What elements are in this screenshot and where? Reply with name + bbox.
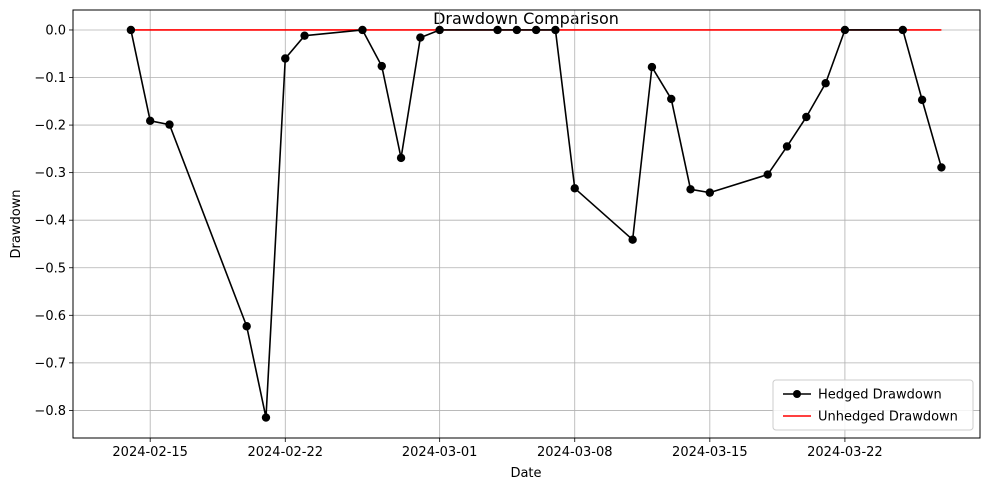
hedged-drawdown-point bbox=[782, 142, 792, 151]
hedged-drawdown-point bbox=[628, 235, 637, 244]
hedged-drawdown-point bbox=[667, 94, 676, 104]
hedged-drawdown-point bbox=[242, 322, 251, 331]
y-axis-label: Drawdown bbox=[9, 189, 24, 258]
legend-box bbox=[772, 379, 974, 431]
hedged-drawdown-point bbox=[281, 54, 290, 63]
y-tick-label: 0.0 bbox=[45, 23, 66, 38]
hedged-drawdown-point bbox=[821, 79, 830, 88]
legend-hedged-label: Hedged Drawdown bbox=[818, 388, 942, 403]
hedged-drawdown-point bbox=[377, 61, 386, 71]
plot-frame bbox=[72, 9, 981, 439]
x-tick-label: 2024-03-08 bbox=[537, 445, 613, 460]
hedged-drawdown-point bbox=[686, 185, 695, 194]
x-axis-label: Date bbox=[510, 466, 541, 481]
hedged-drawdown-point bbox=[300, 31, 309, 40]
y-tick-label: −0.8 bbox=[34, 404, 66, 419]
hedged-drawdown-point bbox=[802, 112, 811, 122]
y-tick-label: −0.5 bbox=[34, 261, 66, 276]
hedged-drawdown-line bbox=[130, 29, 943, 419]
hedged-drawdown-point bbox=[840, 25, 850, 35]
hedged-drawdown-point bbox=[937, 163, 946, 172]
hedged-drawdown-point bbox=[145, 116, 155, 126]
hedged-drawdown-point bbox=[416, 33, 425, 42]
axis-ticks: 2024-02-15 2024-02-22 2024-03-01 2024-03-08… bbox=[34, 23, 882, 460]
hedged-drawdown-point bbox=[165, 120, 174, 129]
y-tick-label: −0.2 bbox=[34, 119, 66, 134]
hedged-drawdown-point bbox=[358, 25, 367, 35]
hedged-drawdown-point bbox=[396, 153, 406, 163]
hedged-drawdown-point bbox=[551, 25, 560, 35]
hedged-drawdown-point bbox=[126, 25, 136, 35]
series-layer bbox=[126, 25, 946, 422]
hedged-drawdown-point bbox=[705, 188, 715, 197]
legend: Hedged Drawdown Unhedged Drawdown bbox=[772, 379, 974, 431]
hedged-drawdown-point bbox=[512, 25, 522, 35]
hedged-drawdown-point bbox=[898, 25, 908, 35]
chart-title: Drawdown Comparison bbox=[433, 9, 619, 28]
legend-hedged-swatch-marker bbox=[793, 390, 801, 398]
y-tick-label: −0.4 bbox=[34, 214, 66, 229]
y-tick-label: −0.7 bbox=[34, 356, 66, 371]
hedged-drawdown-point bbox=[917, 95, 927, 105]
hedged-drawdown-point bbox=[261, 413, 271, 422]
x-tick-label: 2024-03-01 bbox=[402, 445, 478, 460]
hedged-drawdown-point bbox=[570, 184, 579, 193]
hedged-drawdown-point bbox=[647, 62, 657, 72]
hedged-drawdown-point bbox=[531, 25, 541, 35]
grid bbox=[73, 10, 980, 438]
y-tick-label: −0.6 bbox=[34, 309, 66, 324]
hedged-drawdown-point bbox=[435, 25, 444, 35]
x-tick-label: 2024-03-15 bbox=[672, 445, 748, 460]
x-tick-label: 2024-03-22 bbox=[807, 445, 883, 460]
legend-unhedged-label: Unhedged Drawdown bbox=[818, 410, 958, 425]
y-tick-label: −0.1 bbox=[34, 71, 66, 86]
x-tick-label: 2024-02-15 bbox=[112, 445, 188, 460]
x-tick-label: 2024-02-22 bbox=[247, 445, 323, 460]
hedged-drawdown-point bbox=[493, 25, 502, 35]
hedged-drawdown-point bbox=[763, 170, 772, 179]
y-tick-label: −0.3 bbox=[34, 166, 66, 181]
